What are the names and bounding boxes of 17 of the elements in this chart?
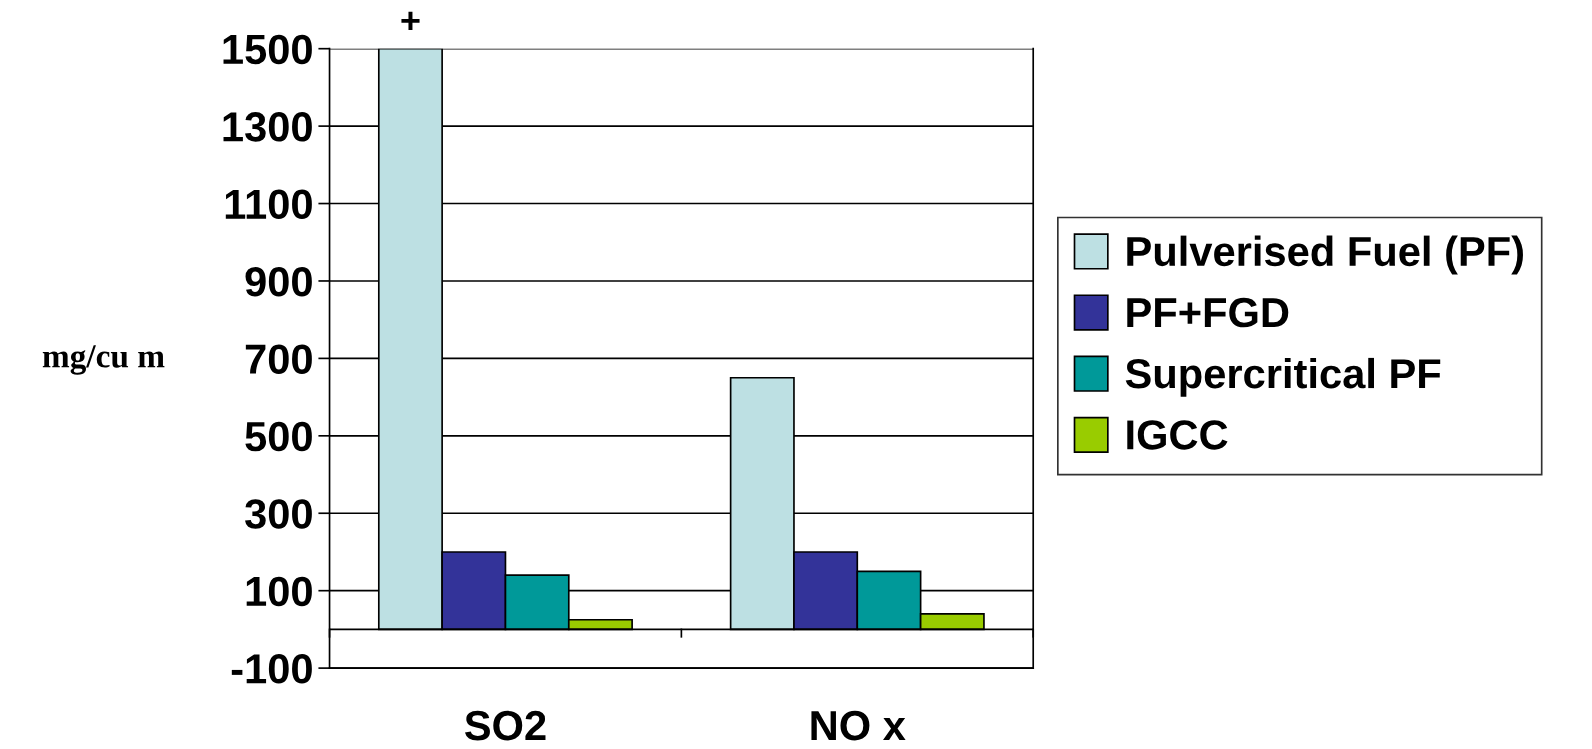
y-tick-label: 1300: [223, 112, 312, 142]
y-tick-label: -100: [231, 654, 312, 684]
legend-label: Pulverised Fuel (PF): [1127, 235, 1523, 275]
y-tick-label: 300: [245, 499, 312, 529]
y-tick-label: 500: [245, 421, 312, 452]
legend-label: PF+FGD: [1127, 297, 1289, 328]
text: +: [401, 11, 420, 31]
y-tick-label: 900: [245, 266, 312, 297]
y-axis-title: mg/cu m: [42, 345, 165, 375]
y-tick-label: 1100: [225, 189, 312, 220]
x-tick-label: SO2: [464, 710, 546, 741]
legend-label: Supercritical PF: [1125, 357, 1441, 397]
y-tick-label: 700: [245, 344, 312, 374]
legend-label: IGCC: [1127, 420, 1228, 450]
y-tick-label: 1500: [223, 34, 312, 65]
x-tick-label: NO x: [811, 710, 906, 741]
y-tick-label: 100: [246, 576, 312, 607]
